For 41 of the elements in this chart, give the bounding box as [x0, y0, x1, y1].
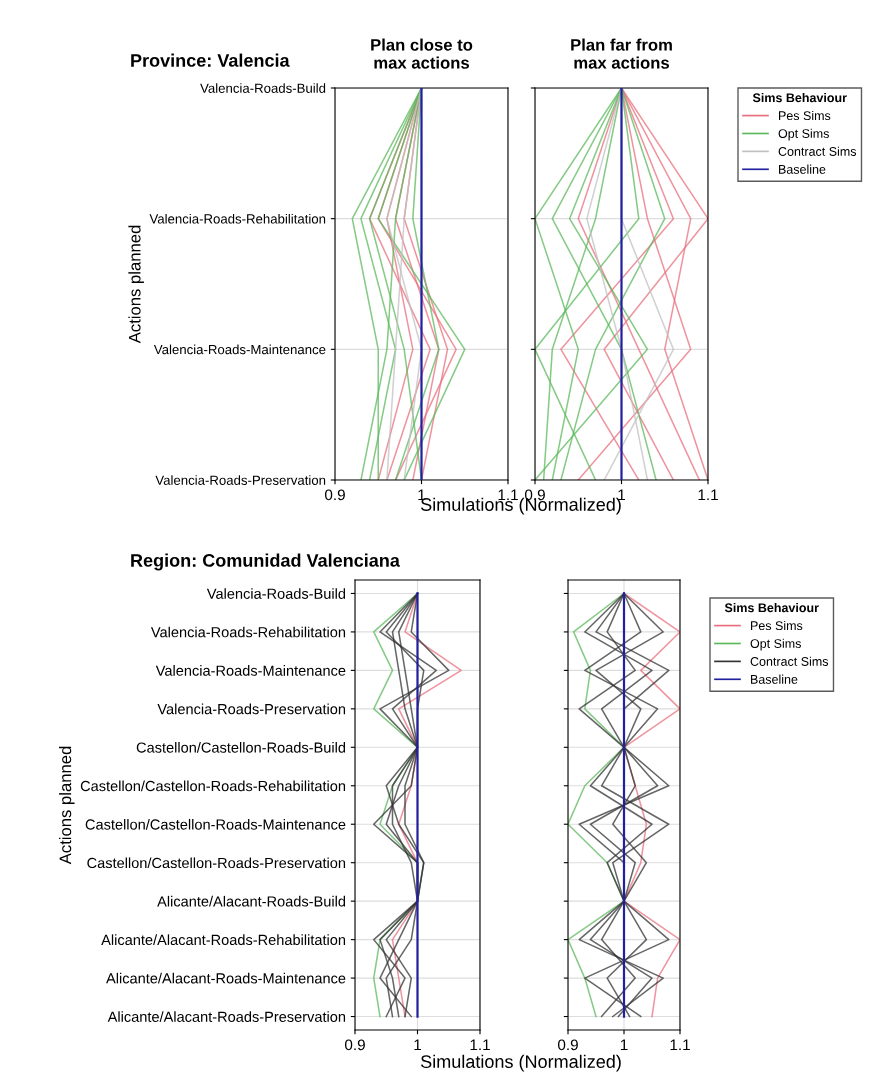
y-tick-label: Alicante/Alacant-Roads-Rehabilitation [101, 934, 346, 946]
legend-label: Contract Sims [778, 146, 857, 156]
legend-label: Baseline [779, 164, 826, 174]
legend-label: Pes Sims [751, 620, 803, 631]
y-tick-label: Castellon/Castellon-Roads-Rehabilitation [80, 780, 346, 792]
x-tick-label: 1 [414, 1039, 421, 1051]
y-tick-label: Alicante/Alacant-Roads-Preservation [107, 1011, 346, 1022]
y-tick-label: Alicante/Alacant-Roads-Build [157, 895, 346, 907]
legend-title: Sims Behaviour [752, 93, 847, 103]
x-tick-label: 0.9 [344, 1039, 365, 1051]
y-tick-label: Castellon/Castellon-Roads-Preservation [87, 857, 346, 869]
x-tick-label: 1.1 [670, 1039, 690, 1051]
chart-title: Plan close to max actions [371, 38, 473, 69]
y-axis-title: Actions planned [128, 225, 144, 344]
x-tick-label: 0.9 [324, 489, 345, 501]
legend-label: Baseline [751, 674, 798, 684]
y-tick-label: Castellon/Castellon-Roads-Maintenance [85, 818, 346, 830]
x-axis-title: Simulations (Normalized) [420, 1054, 621, 1072]
y-tick-label: Valencia-Roads-Build [206, 588, 346, 599]
chart-title: Plan far from max actions [571, 38, 672, 69]
y-tick-label: Alicante/Alacant-Roads-Maintenance [106, 972, 346, 984]
legend-title: Sims Behaviour [724, 603, 819, 613]
y-tick-label: Valencia-Roads-Maintenance [155, 665, 346, 676]
legend-label: Pes Sims [779, 110, 831, 121]
x-tick-label: 1 [620, 1039, 628, 1051]
legend-label: Opt Sims [778, 128, 829, 141]
chart-subtitle: Province: Valencia [131, 53, 290, 67]
y-tick-label: Castellon/Castellon-Roads-Build [136, 742, 346, 753]
x-tick-label: 1.1 [470, 1039, 490, 1051]
y-tick-label: Valencia-Roads-Build [200, 83, 326, 93]
y-tick-label: Valencia-Roads-Rehabilitation [150, 626, 346, 638]
legend-label: Opt Sims [750, 638, 801, 651]
y-tick-label: Valencia-Roads-Rehabilitation [149, 213, 326, 224]
y-axis-title: Actions planned [59, 746, 75, 865]
y-tick-label: Valencia-Roads-Preservation [157, 703, 346, 715]
x-tick-label: 1.1 [698, 489, 718, 501]
y-tick-label: Valencia-Roads-Preservation [155, 475, 326, 485]
chart-subtitle: Region: Comunidad Valenciana [131, 553, 400, 571]
x-tick-label: 0.9 [557, 1039, 578, 1051]
y-tick-label: Valencia-Roads-Maintenance [153, 344, 326, 355]
legend-label: Contract Sims [750, 656, 829, 666]
